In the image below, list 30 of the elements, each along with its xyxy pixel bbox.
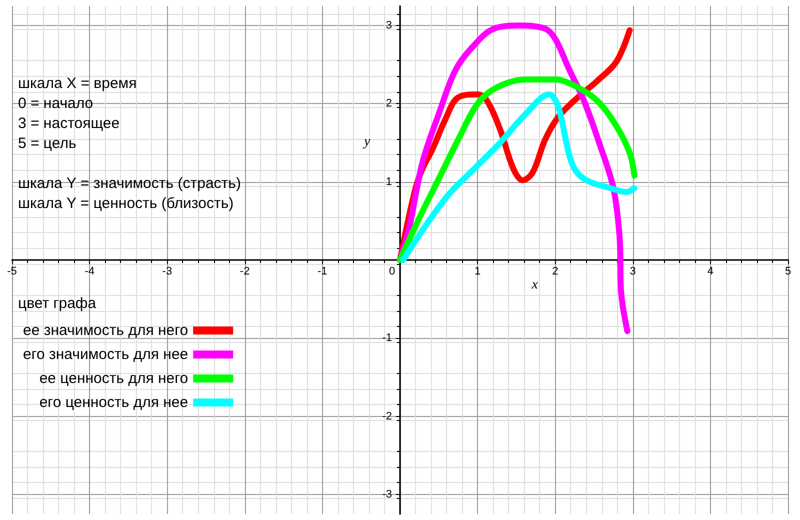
annotation: 3 = настоящее: [18, 115, 120, 132]
y-tick-label: -1: [382, 332, 392, 344]
x-tick-label: -5: [7, 266, 17, 278]
annotation: шкала X = время: [18, 75, 137, 92]
y-tick-label: 2: [386, 98, 392, 110]
x-tick-label: 2: [552, 266, 558, 278]
annotation: 0 = начало: [18, 95, 94, 112]
x-tick-label: 1: [474, 266, 481, 278]
x-tick-label: -4: [84, 266, 94, 278]
legend-label: его ценность для нее: [39, 394, 188, 411]
legend-label: его значимость для нее: [22, 346, 188, 363]
x-tick-label: 4: [707, 266, 714, 278]
legend-label: ее ценность для него: [39, 370, 188, 387]
annotation: 5 = цель: [18, 135, 76, 152]
x-tick-label: -2: [240, 266, 250, 278]
y-axis-title: y: [362, 134, 371, 150]
x-tick-label: 3: [630, 266, 636, 278]
x-axis-title: x: [530, 278, 539, 292]
y-tick-label: 1: [386, 176, 392, 188]
x-tick-label: 5: [784, 266, 792, 278]
x-tick-label: -3: [162, 266, 172, 278]
x-tick-label: 0: [388, 266, 396, 278]
annotation: шкала Y = ценность (близость): [18, 195, 234, 212]
legend-label: ее значимость для него: [22, 322, 188, 339]
x-tick-label: -1: [318, 266, 328, 278]
y-tick-label: -3: [382, 488, 392, 500]
y-tick-label: -2: [382, 410, 392, 422]
legend-title: цвет графа: [18, 295, 97, 312]
y-tick-label: 3: [386, 20, 392, 32]
annotation: шкала Y = значимость (страсть): [18, 175, 241, 192]
